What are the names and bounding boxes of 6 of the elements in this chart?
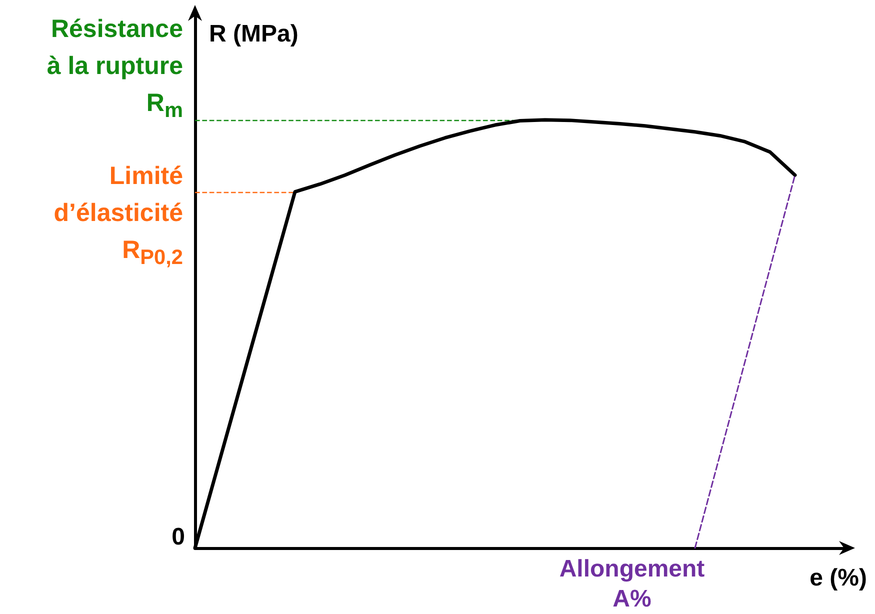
y-axis-title: R (MPa) — [209, 20, 298, 48]
x-axis-title: e (%) — [810, 564, 868, 592]
text: 0 — [172, 524, 185, 550]
ref-line-label: Limité d’élasticité R$_{P0,2}$ — [54, 160, 183, 271]
text: Allongement A% — [559, 556, 705, 612]
ref-line-label: Résistance à la rupture R$_{m}$ — [46, 14, 183, 124]
